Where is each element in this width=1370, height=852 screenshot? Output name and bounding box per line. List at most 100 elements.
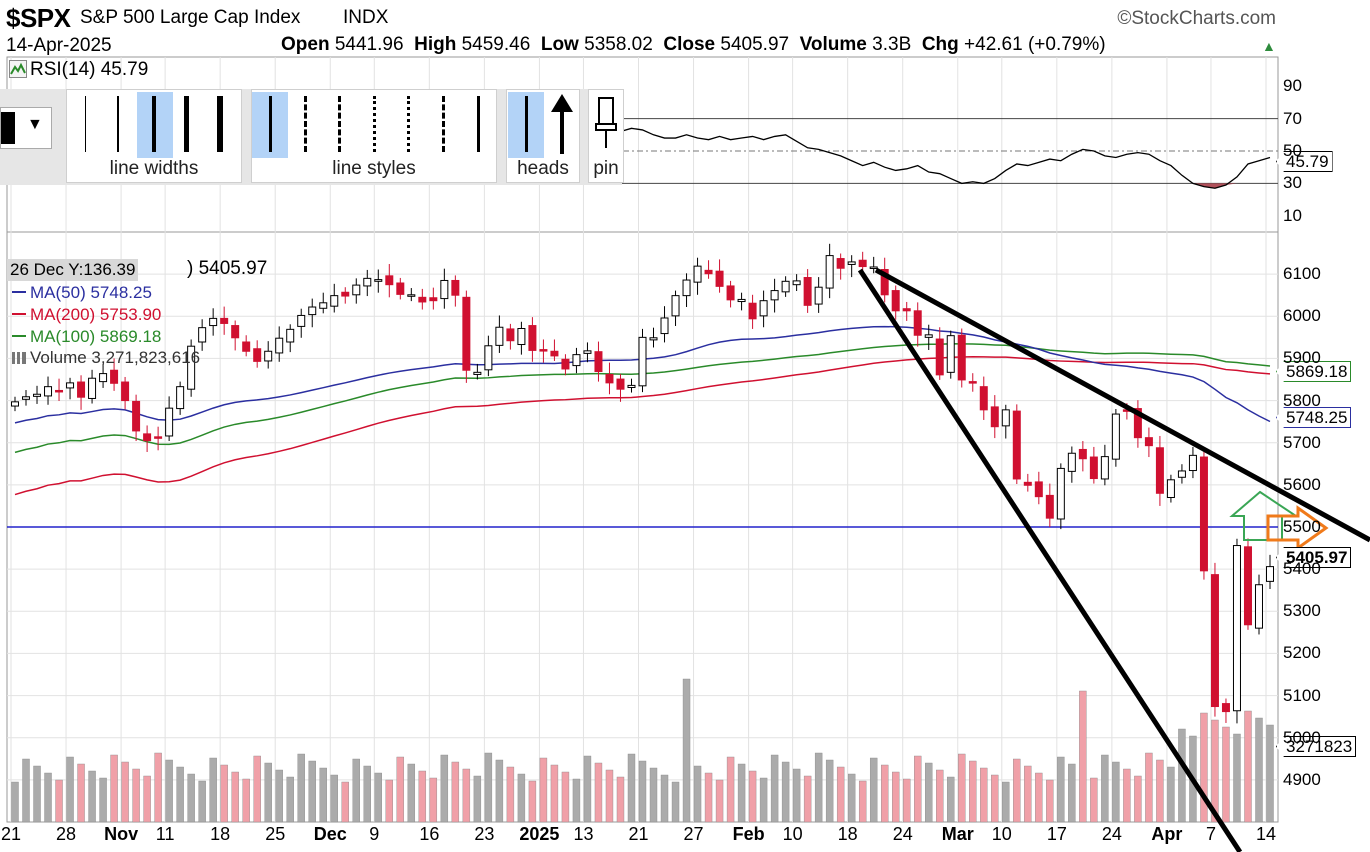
- volume-bar: [737, 763, 746, 823]
- candle-body: [583, 350, 592, 354]
- volume-bar: [836, 766, 845, 823]
- volume-bar: [484, 752, 493, 823]
- legend-ma100: MA(100) 5869.18: [12, 327, 161, 347]
- candle-body: [1111, 413, 1120, 460]
- candle-body: [1177, 470, 1186, 478]
- volume-bar: [550, 764, 559, 823]
- volume-bar: [660, 774, 669, 823]
- candle-body: [319, 302, 328, 309]
- volume-bar: [44, 772, 52, 823]
- brand-logo: ©StockCharts.com: [1117, 8, 1276, 29]
- volume-bar: [143, 775, 151, 823]
- open-value: 5441.96: [334, 34, 404, 55]
- candle-body: [132, 400, 141, 432]
- volume-bar: [330, 774, 338, 823]
- style-dot-option[interactable]: [407, 96, 410, 152]
- legend-ma200-text: MA(200) 5753.90: [30, 305, 162, 324]
- candle-body: [605, 373, 614, 384]
- candle-body: [792, 280, 801, 286]
- volume-bar: [33, 765, 41, 823]
- x-tick-label: Nov: [104, 824, 139, 844]
- width-2-option[interactable]: [117, 96, 119, 152]
- candle-body: [616, 378, 625, 390]
- width-4-option[interactable]: [184, 96, 189, 152]
- pin-icon[interactable]: [595, 96, 617, 157]
- candle-body: [858, 259, 867, 268]
- x-tick-label: 9: [369, 824, 380, 844]
- width-1-option[interactable]: [85, 96, 86, 152]
- pin-group: pin: [588, 89, 624, 183]
- color-dropdown[interactable]: ▼: [0, 107, 52, 149]
- price-tick-label: 6000: [1283, 306, 1321, 326]
- volume-bar: [947, 776, 955, 823]
- x-tick-label: 25: [265, 824, 286, 844]
- price-tick-label: 5500: [1283, 517, 1321, 536]
- volume-bar: [1068, 763, 1076, 823]
- volume-bar: [715, 779, 724, 823]
- volume-bar: [1079, 690, 1087, 823]
- candle-body: [770, 290, 779, 301]
- volume-bar: [1156, 759, 1164, 823]
- candle-body: [1012, 410, 1021, 480]
- volume-bar: [231, 771, 239, 823]
- candle-body: [55, 389, 64, 393]
- style-dashdot-option[interactable]: [442, 96, 445, 152]
- candle-body: [715, 270, 724, 287]
- style-long-dash-option[interactable]: [477, 96, 480, 152]
- volume-bar: [374, 772, 382, 823]
- candle-body: [1243, 546, 1252, 626]
- volume-bar: [66, 756, 74, 823]
- candle-body: [385, 275, 394, 286]
- x-tick-label: 11: [155, 824, 175, 844]
- ohlc-summary: Open 5441.96 High 5459.46 Low 5358.02 Cl…: [281, 34, 1106, 56]
- candle-body: [1155, 447, 1164, 494]
- low-value: 5358.02: [584, 34, 653, 55]
- high-label: High: [414, 34, 457, 55]
- volume-bar: [517, 773, 526, 823]
- volume-bar: [495, 759, 504, 823]
- candle-body: [44, 386, 53, 397]
- ma200-swatch: [12, 313, 26, 315]
- volume-bar: [892, 771, 900, 823]
- high-value: 5459.46: [461, 34, 531, 55]
- candle-body: [1232, 545, 1241, 712]
- x-tick-label: 21: [0, 824, 22, 844]
- style-dash-2-option[interactable]: [338, 96, 341, 152]
- style-dash-option[interactable]: [304, 96, 307, 152]
- volume-bar: [1002, 781, 1010, 823]
- volume-bar: [1200, 712, 1208, 823]
- candle-body: [1067, 452, 1076, 472]
- color-swatch: [1, 112, 15, 144]
- volume-bar: [308, 760, 316, 823]
- volume-bar: [132, 768, 140, 823]
- chart-icon[interactable]: [9, 60, 27, 78]
- candle-body: [1078, 448, 1087, 460]
- candle-body: [638, 336, 647, 387]
- quote-date: 14-Apr-2025: [6, 35, 112, 56]
- volume-bar: [220, 764, 228, 823]
- style-dash-3-option[interactable]: [373, 96, 376, 152]
- volume-bar: [154, 752, 162, 823]
- ma50-tag: 5748.25: [1276, 407, 1352, 428]
- candle-body: [1034, 481, 1043, 498]
- volume-bar: [693, 765, 702, 823]
- width-5-option[interactable]: [217, 96, 223, 152]
- candle-body: [671, 295, 680, 317]
- x-tick-label: 21: [628, 824, 649, 844]
- x-tick-label: Dec: [313, 824, 347, 844]
- volume-bar: [1266, 724, 1274, 823]
- arrow-head-icon[interactable]: [549, 94, 575, 159]
- volume-bar: [451, 761, 460, 823]
- heads-group: heads: [506, 89, 580, 183]
- candle-body: [308, 306, 317, 316]
- volume-bar: [1057, 756, 1065, 823]
- candle-body: [341, 291, 350, 297]
- candle-body: [1133, 408, 1142, 439]
- line-widths-label: line widths: [109, 158, 199, 179]
- legend-ma50-text: MA(50) 5748.25: [30, 283, 152, 302]
- volume-bar: [1255, 717, 1263, 823]
- candle-body: [418, 296, 427, 303]
- legend-ma100-text: MA(100) 5869.18: [30, 327, 162, 346]
- candle-body: [902, 308, 911, 312]
